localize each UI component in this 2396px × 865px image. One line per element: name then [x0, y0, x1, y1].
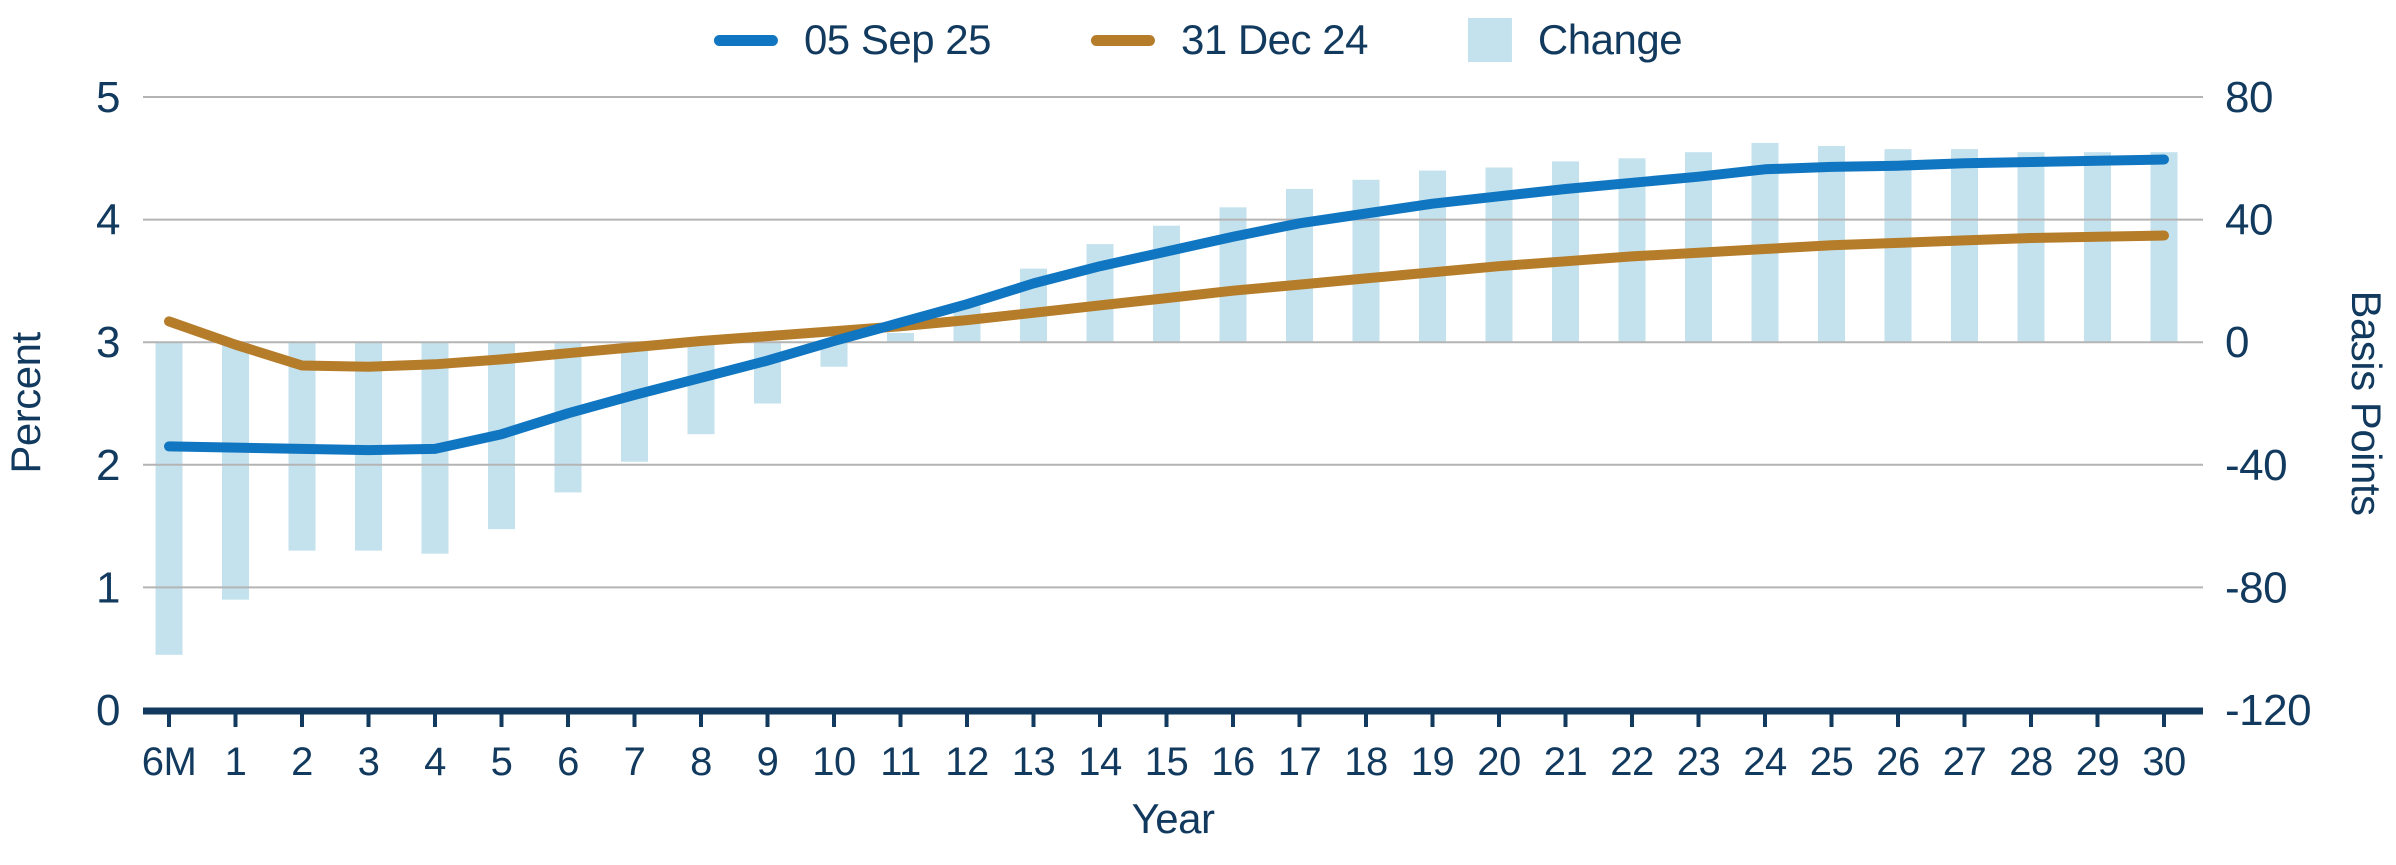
- x-axis-tick-label: 14: [1078, 740, 1122, 784]
- x-axis-tick-label: 20: [1477, 740, 1521, 784]
- x-axis-tick-label: 2: [291, 740, 313, 784]
- x-axis-tick-label: 22: [1610, 740, 1654, 784]
- right-axis-tick-label: 0: [2225, 318, 2249, 367]
- legend-label: Change: [1537, 16, 1683, 63]
- change-bar: [1286, 188, 1313, 343]
- right-axis-tick-label: -120: [2225, 686, 2311, 735]
- chart-legend: 05 Sep 25 31 Dec 24 Change: [713, 16, 1683, 63]
- x-axis-tick-label: 21: [1544, 740, 1588, 784]
- x-axis-tick-label: 7: [624, 740, 646, 784]
- change-bar: [1086, 244, 1114, 343]
- x-axis-tick-label: 17: [1278, 740, 1322, 784]
- gridlines-group: [143, 96, 2203, 589]
- change-bar: [687, 342, 715, 435]
- x-axis-tick-label: 4: [424, 740, 446, 784]
- x-axis-tick-label: 13: [1012, 740, 1056, 784]
- right-axis-title: Basis Points: [2343, 290, 2390, 515]
- brown-line-legend-icon: [1090, 34, 1155, 46]
- x-axis-tick-label: 28: [2009, 740, 2053, 784]
- change-bar: [1618, 158, 1646, 343]
- legend-item-05-sep-25: 05 Sep 25: [713, 16, 992, 63]
- x-axis-tick-label: 3: [358, 740, 380, 784]
- x-axis-tick-label: 27: [1943, 740, 1987, 784]
- change-bar: [155, 342, 183, 655]
- x-axis-tick-label: 25: [1810, 740, 1854, 784]
- right-axis-tick-label: -80: [2225, 563, 2287, 612]
- x-axis-tick-label: 9: [757, 740, 779, 784]
- x-axis-tick-label: 19: [1411, 740, 1455, 784]
- x-axis-tick-label: 15: [1145, 740, 1189, 784]
- left-axis-tick-label: 2: [96, 441, 120, 490]
- legend-label: 31 Dec 24: [1180, 16, 1368, 63]
- change-bar: [1352, 179, 1380, 343]
- x-axis-tick-label: 6: [557, 740, 579, 784]
- right-axis-tick-label: -40: [2225, 441, 2287, 490]
- left-axis-tick-label: 5: [96, 73, 120, 122]
- change-bar: [2150, 152, 2178, 343]
- x-axis-tick-label: 24: [1743, 740, 1787, 784]
- series-line-31-dec-24: [164, 230, 2169, 372]
- change-bar: [1751, 142, 1779, 343]
- change-bar: [1153, 225, 1180, 343]
- left-axis-tick-label: 1: [96, 563, 120, 612]
- blue-line-legend-icon: [713, 34, 778, 46]
- x-axis-tick-label: 23: [1677, 740, 1721, 784]
- x-axis-tick-label: 26: [1876, 740, 1920, 784]
- right-axis-tick-label: 40: [2225, 196, 2273, 245]
- change-bar: [2084, 152, 2111, 343]
- left-axis-tick-label: 4: [96, 196, 120, 245]
- x-axis-tick-label: 8: [690, 740, 712, 784]
- left-axis-title: Percent: [2, 332, 49, 474]
- change-bar: [1219, 207, 1247, 343]
- change-swatch-icon: [1467, 18, 1512, 62]
- change-bar: [887, 333, 914, 343]
- change-bar: [222, 342, 249, 600]
- series-line-05-sep-25: [164, 154, 2169, 456]
- legend-item-31-dec-24: 31 Dec 24: [1090, 16, 1368, 63]
- x-axis-tick-label: 11: [880, 740, 921, 784]
- change-bar: [1685, 152, 1712, 343]
- left-axis-tick-label: 0: [96, 686, 120, 735]
- x-axis-tick-label: 5: [491, 740, 513, 784]
- right-axis-tick-label: 80: [2225, 73, 2273, 122]
- x-axis-tick-label: 18: [1344, 740, 1388, 784]
- x-axis-tick-label: 6M: [142, 740, 197, 784]
- x-axis-tick-label: 10: [812, 740, 856, 784]
- x-axis-tick-label: 29: [2076, 740, 2120, 784]
- change-bar: [1419, 170, 1446, 343]
- x-axis-tick-label: 1: [225, 740, 247, 784]
- legend-label: 05 Sep 25: [803, 16, 992, 63]
- x-axis-title: Year: [1132, 795, 1215, 842]
- x-axis-tick-label: 12: [945, 740, 989, 784]
- series-lines-group: [164, 154, 2169, 456]
- x-axis-tick-label: 30: [2142, 740, 2186, 784]
- axes-group: [143, 707, 2203, 727]
- change-bar: [2017, 152, 2045, 343]
- x-axis-tick-label: 16: [1211, 740, 1255, 784]
- left-axis-tick-label: 3: [96, 318, 120, 367]
- legend-item-change: Change: [1467, 16, 1683, 63]
- change-bar: [754, 342, 781, 404]
